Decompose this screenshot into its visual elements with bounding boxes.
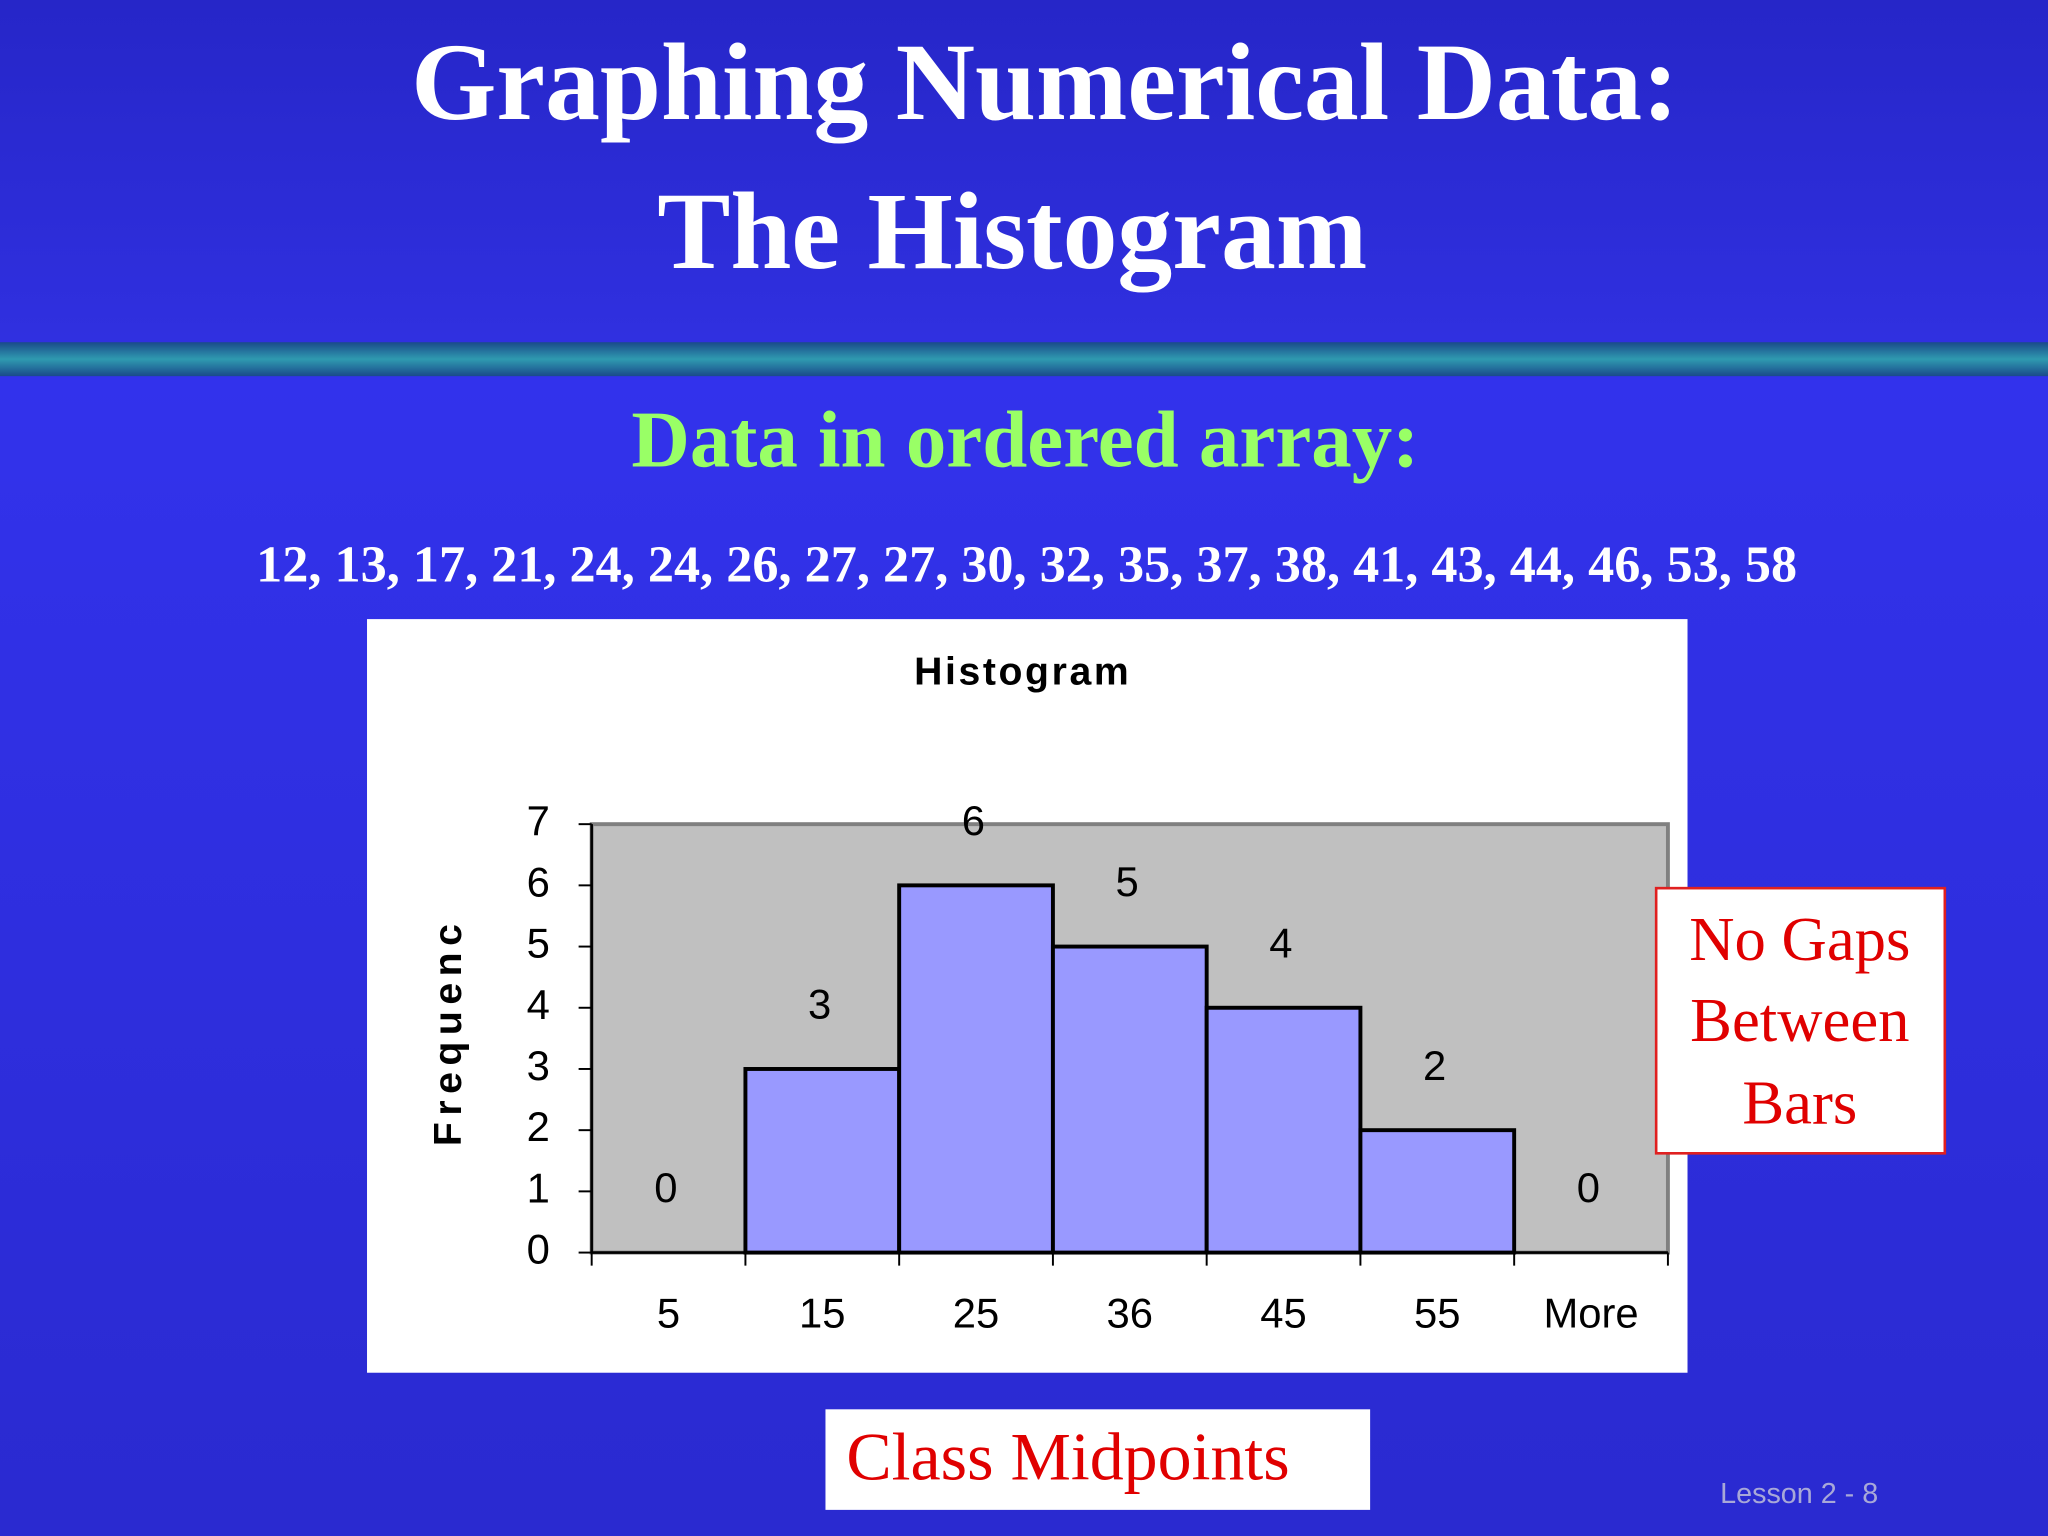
- x-tick-label: 5: [657, 1290, 680, 1337]
- footer: Lesson 2 - 8: [1720, 1478, 1878, 1510]
- x-tick-label: More: [1543, 1290, 1638, 1337]
- bar: [897, 883, 1055, 1255]
- y-tick-label: 6: [527, 858, 550, 905]
- y-tick-label: 4: [527, 981, 550, 1028]
- y-tick-label: 0: [527, 1226, 550, 1273]
- y-tick-label: 1: [527, 1164, 550, 1211]
- bar: [1050, 944, 1209, 1255]
- data-label: 0: [654, 1164, 677, 1211]
- subtitle: Data in ordered array:: [631, 395, 1419, 485]
- slide-title: The Histogram: [657, 170, 1367, 292]
- note-text: Between: [1690, 985, 1909, 1055]
- bar: [1204, 1005, 1363, 1255]
- x-tick-label: 55: [1414, 1290, 1460, 1337]
- data-label: 4: [1269, 919, 1292, 966]
- data-label: 0: [1577, 1164, 1600, 1211]
- bar: [1358, 1128, 1517, 1255]
- data-label: 5: [1116, 858, 1139, 905]
- x-tick-label: 25: [953, 1290, 999, 1337]
- data-label: 3: [808, 981, 831, 1028]
- divider-stripe: [0, 342, 2048, 377]
- header-band: [0, 0, 2048, 343]
- chart-title: Histogram: [914, 650, 1131, 693]
- y-tick-label: 5: [527, 920, 550, 967]
- y-tick-label: 2: [527, 1103, 550, 1150]
- y-axis-label: Frequenc: [427, 918, 470, 1147]
- note-text: Bars: [1742, 1067, 1857, 1137]
- x-tick-label: 15: [799, 1290, 845, 1337]
- x-tick-label: 45: [1260, 1290, 1306, 1337]
- note-box: [825, 1409, 1371, 1510]
- bar: [743, 1067, 902, 1255]
- x-tick-label: 36: [1107, 1290, 1153, 1337]
- data-line: 12, 13, 17, 21, 24, 24, 26, 27, 27, 30, …: [256, 535, 1797, 593]
- y-tick-label: 3: [527, 1042, 550, 1089]
- slide-title: Graphing Numerical Data:: [411, 21, 1679, 143]
- y-tick-label: 7: [527, 797, 550, 844]
- data-label: 2: [1423, 1042, 1446, 1089]
- note-text: Class Midpoints: [846, 1419, 1289, 1495]
- note-box: [1654, 886, 1947, 1155]
- data-label: 6: [962, 797, 985, 844]
- note-text: No Gaps: [1689, 904, 1910, 974]
